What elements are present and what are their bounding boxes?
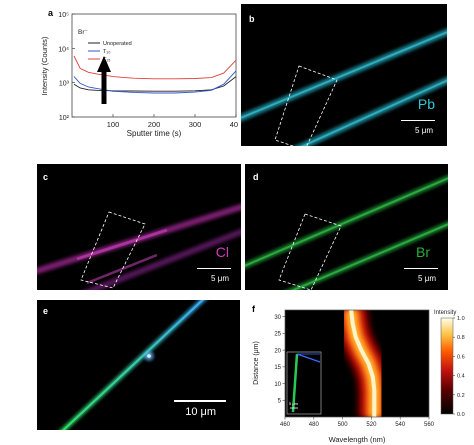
scale-bar-d <box>404 268 438 269</box>
ridge-layer-4 <box>349 310 377 417</box>
y-tick-label: 10 <box>274 382 281 388</box>
chart-f-xlabel: Wavelength (nm) <box>329 435 386 444</box>
region-box-b <box>274 65 338 146</box>
region-box-c <box>80 211 146 289</box>
y-tick-label: 30 <box>274 315 281 321</box>
panel-letter-a: a <box>48 8 54 18</box>
y-tick-label: 15 <box>274 365 281 371</box>
x-tick-label: 520 <box>366 422 377 428</box>
panel-letter-d: d <box>253 172 259 182</box>
scale-label-e: 10 μm <box>185 406 216 418</box>
depth-profile-chart: 100 200 300 400 10² 10³ 10⁴ 10⁵ Br⁻ Unoperated … <box>40 12 238 138</box>
panel-b: b Pb 5 μm <box>241 4 447 146</box>
scale-bar-e <box>174 400 226 402</box>
colorbar-ticks: 1.0 0.8 0.6 0.4 0.2 0.0 <box>453 316 465 418</box>
wavelength-distance-map: 5 μm 460 480 500 520 540 560 5 10 15 20 25 30 Inten… <box>253 309 465 444</box>
x-tick-label: 480 <box>309 422 320 428</box>
chart-f-ticks: 460 480 500 520 540 560 5 10 15 20 25 30 <box>274 315 434 428</box>
y-tick-label: 20 <box>274 348 281 354</box>
scale-label-d: 5 μm <box>418 274 436 283</box>
x-tick-label: 460 <box>280 422 291 428</box>
x-tick-label: 100 <box>107 120 120 129</box>
colorbar-tick-label: 0.0 <box>457 412 465 418</box>
y-tick-label: 10² <box>59 115 70 122</box>
panel-d: d Br 5 μm <box>245 164 448 290</box>
region-box-d <box>278 213 342 290</box>
colorbar-tick-label: 1.0 <box>457 316 465 322</box>
colorbar-tick-label: 0.8 <box>457 335 465 341</box>
ion-label: Br⁻ <box>78 29 89 36</box>
panel-letter-f: f <box>252 304 255 314</box>
x-tick-label: 500 <box>338 422 349 428</box>
y-tick-label: 10⁴ <box>58 46 69 53</box>
pl-wire-image <box>59 300 207 430</box>
panel-c: c Cl 5 μm <box>37 164 241 290</box>
x-tick-label: 200 <box>148 120 161 129</box>
x-tick-label: 540 <box>395 422 406 428</box>
colorbar-tick-label: 0.4 <box>457 374 465 380</box>
x-tick-label: 560 <box>424 422 435 428</box>
element-label-pb: Pb <box>417 96 435 112</box>
br-map-image <box>245 175 448 290</box>
y-tick-label: 10³ <box>59 81 70 88</box>
y-tick-label: 5 <box>278 398 282 404</box>
chart-f-ylabel: Distance (μm) <box>253 341 260 385</box>
panel-letter-e: e <box>43 306 49 316</box>
pb-map-image <box>241 28 447 146</box>
scale-bar-c <box>197 268 231 269</box>
y-tick-label: 25 <box>274 332 281 338</box>
scale-label-c: 5 μm <box>211 274 229 283</box>
colorbar-tick-label: 0.2 <box>457 393 465 399</box>
cl-map-image <box>37 203 241 290</box>
series-line-2 <box>73 55 237 80</box>
heatmap-inset: 5 μm <box>286 351 322 415</box>
panel-a: a 100 200 300 400 10² 10³ 10⁴ 10⁵ Br⁻ Unoperate… <box>0 0 238 160</box>
element-label-br: Br <box>416 244 430 260</box>
colorbar-label: Intensity <box>434 310 456 316</box>
element-label-cl: Cl <box>215 244 229 260</box>
chart-a-ticks: 100 200 300 400 10² 10³ 10⁴ 10⁵ <box>58 12 238 129</box>
x-tick-label: 400 <box>230 120 238 129</box>
panel-letter-b: b <box>249 14 255 24</box>
panel-e: e 10 μm <box>37 300 240 430</box>
heatmap-ridge <box>334 310 392 417</box>
chart-a-series <box>73 55 237 94</box>
legend-t15: T₁₅ <box>103 57 110 63</box>
panel-letter-c: c <box>43 172 49 182</box>
x-tick-label: 300 <box>189 120 202 129</box>
colorbar-tick-label: 0.6 <box>457 354 465 360</box>
scale-bar-b <box>401 120 435 121</box>
scale-label-b: 5 μm <box>415 126 433 135</box>
panel-f: f 5 μm 460 480 500 520 540 560 5 10 15 20 25 3 <box>246 300 474 445</box>
legend-unoperated: Unoperated <box>103 41 132 47</box>
inset-scale-label: 5 μm <box>289 401 299 406</box>
chart-a-arrow <box>97 56 111 104</box>
chart-a-frame <box>71 13 237 118</box>
y-tick-label: 10⁵ <box>58 12 69 19</box>
series-line-1 <box>73 70 237 94</box>
legend-t10: T₁₀ <box>103 49 111 55</box>
colorbar <box>440 317 454 415</box>
chart-a-ylabel: Intensity (Counts) <box>40 36 49 95</box>
chart-a-legend: Unoperated T₁₀ T₁₅ <box>88 41 132 63</box>
chart-a-xlabel: Sputter time (s) <box>127 129 182 138</box>
